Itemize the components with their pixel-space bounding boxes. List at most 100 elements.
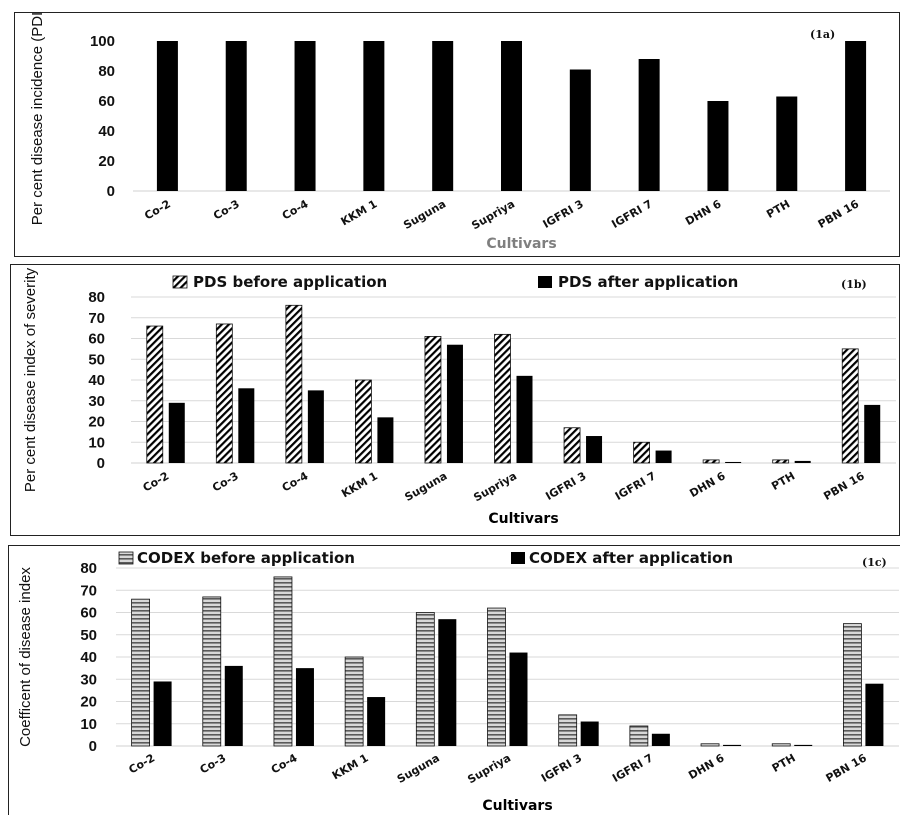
x-axis-label: Cultivars <box>488 511 558 527</box>
bar-series1-pth <box>794 460 811 463</box>
bar-series0-pth <box>771 743 791 747</box>
x-category-label: IGFRI 7 <box>613 469 658 503</box>
panel-tag: (1b) <box>841 278 867 291</box>
bar-series0-dhn-6 <box>700 743 720 747</box>
y-tick-label: 0 <box>97 455 105 472</box>
bar-series0-co-3 <box>215 323 233 464</box>
bar-series1-co-2 <box>168 402 185 463</box>
chart-1b-svg: 0 10 20 30 40 50 60 70 80 Co-2 Co-3 Co-4 KKM 1 Suguna… <box>22 267 896 527</box>
x-category-label: IGFRI 3 <box>541 197 586 231</box>
bar-kkm-1 <box>363 41 385 191</box>
bar-series1-kkm-1 <box>367 697 386 746</box>
x-category-label: PTH <box>764 197 792 221</box>
x-category-label: PBN 16 <box>824 751 870 785</box>
bar-series0-co-2 <box>146 325 164 464</box>
x-category-label: Co-4 <box>280 469 311 494</box>
bar-pth <box>776 96 798 191</box>
bar-series1-igfri-7 <box>651 733 670 746</box>
bar-igfri-7 <box>638 59 660 191</box>
y-tick-label: 30 <box>80 671 97 688</box>
x-category-label: KKM 1 <box>330 751 371 782</box>
bar-series0-supriya <box>494 333 511 464</box>
chart-1a-svg: 0 20 40 60 80 100 Co-2 Co-3 Co-4 KKM 1 Suguna Supri… <box>29 13 890 252</box>
x-category-label: Co-3 <box>198 751 229 776</box>
bar-dhn-6 <box>707 101 729 191</box>
chart-panel-1c: 0 10 20 30 40 50 60 70 80 Co-2 Co-3 Co-4 KKM 1 Suguna… <box>8 545 900 815</box>
bar-supriya <box>501 41 522 191</box>
x-category-label: PTH <box>769 469 797 493</box>
x-category-label: PTH <box>770 751 798 775</box>
y-axis-label: Per cent disease index of severity <box>22 267 39 492</box>
bar-co-4 <box>294 41 316 191</box>
x-category-label: PBN 16 <box>816 197 862 231</box>
x-category-label: Supriya <box>469 197 517 232</box>
bar-series1-supriya <box>516 375 533 463</box>
y-tick-label: 100 <box>90 33 115 50</box>
bar-co-3 <box>225 41 247 191</box>
chart-panel-1b: 0 10 20 30 40 50 60 70 80 Co-2 Co-3 Co-4 KKM 1 Suguna… <box>10 264 900 536</box>
y-tick-label: 60 <box>88 331 105 348</box>
bar-series1-suguna <box>438 619 457 746</box>
x-category-label: Co-2 <box>141 469 172 494</box>
bar-series0-co-4 <box>285 304 303 464</box>
y-tick-label: 40 <box>80 649 97 666</box>
bar-series1-pth <box>794 744 813 746</box>
legend-label-0: PDS before application <box>193 273 387 291</box>
y-tick-label: 40 <box>88 372 105 389</box>
bar-series1-igfri-7 <box>655 450 672 463</box>
y-tick-label: 20 <box>98 153 115 170</box>
bar-series1-co-3 <box>224 665 243 746</box>
y-tick-label: 0 <box>89 738 97 755</box>
x-category-label: IGFRI 3 <box>539 751 584 785</box>
bar-series1-dhn-6 <box>723 744 742 746</box>
x-category-label: PBN 16 <box>821 469 867 503</box>
y-tick-label: 0 <box>107 183 115 200</box>
y-tick-label: 20 <box>88 414 105 431</box>
bar-series1-suguna <box>446 344 463 463</box>
bar-series1-dhn-6 <box>725 461 742 463</box>
y-tick-label: 30 <box>88 393 105 410</box>
bar-series0-pth <box>772 459 790 464</box>
y-axis-label: Coefficent of disease index <box>17 567 34 747</box>
x-category-label: DHN 6 <box>686 751 727 782</box>
bar-series0-pbn-16 <box>841 348 859 464</box>
bar-series0-suguna <box>424 336 442 464</box>
bar-series1-co-3 <box>238 388 255 463</box>
bar-series1-supriya <box>509 652 528 746</box>
bar-series0-dhn-6 <box>702 459 720 464</box>
x-category-label: IGFRI 7 <box>610 751 655 785</box>
y-axis-label: Per cent disease incidence (PDI) <box>29 13 46 225</box>
chart-panel-1a: 0 20 40 60 80 100 Co-2 Co-3 Co-4 KKM 1 Suguna Supri… <box>14 12 900 257</box>
bar-series0-kkm-1 <box>344 656 364 747</box>
legend-swatch-0 <box>172 275 188 289</box>
x-category-label: Co-3 <box>210 469 241 494</box>
x-category-label: DHN 6 <box>683 197 724 228</box>
y-tick-label: 50 <box>88 351 105 368</box>
bar-series1-pbn-16 <box>865 683 884 746</box>
x-category-label: Co-4 <box>280 197 311 222</box>
legend-swatch-1 <box>511 552 525 564</box>
y-tick-label: 10 <box>88 434 105 451</box>
bar-suguna <box>432 41 454 191</box>
x-category-label: IGFRI 3 <box>543 469 588 503</box>
bar-co-2 <box>156 41 178 191</box>
bar-series1-igfri-3 <box>586 436 603 463</box>
x-category-label: KKM 1 <box>339 197 380 228</box>
x-category-label: IGFRI 7 <box>609 197 654 231</box>
y-tick-label: 60 <box>80 605 97 622</box>
x-category-label: DHN 6 <box>687 469 728 500</box>
x-category-label: Co-2 <box>126 751 157 776</box>
legend-swatch-1 <box>538 276 552 288</box>
x-category-label: Co-3 <box>211 197 242 222</box>
bar-series0-igfri-3 <box>558 714 578 747</box>
legend-label-1: CODEX after application <box>529 549 733 567</box>
bar-pbn-16 <box>845 41 867 191</box>
bar-series0-igfri-3 <box>563 427 581 464</box>
bar-series0-pbn-16 <box>843 623 862 747</box>
x-category-label: KKM 1 <box>339 469 380 500</box>
bar-series0-igfri-7 <box>633 441 650 464</box>
bar-series1-igfri-3 <box>580 721 599 746</box>
y-tick-label: 20 <box>80 694 97 711</box>
x-axis-label: Cultivars <box>486 236 556 252</box>
legend-swatch-0 <box>118 551 134 565</box>
